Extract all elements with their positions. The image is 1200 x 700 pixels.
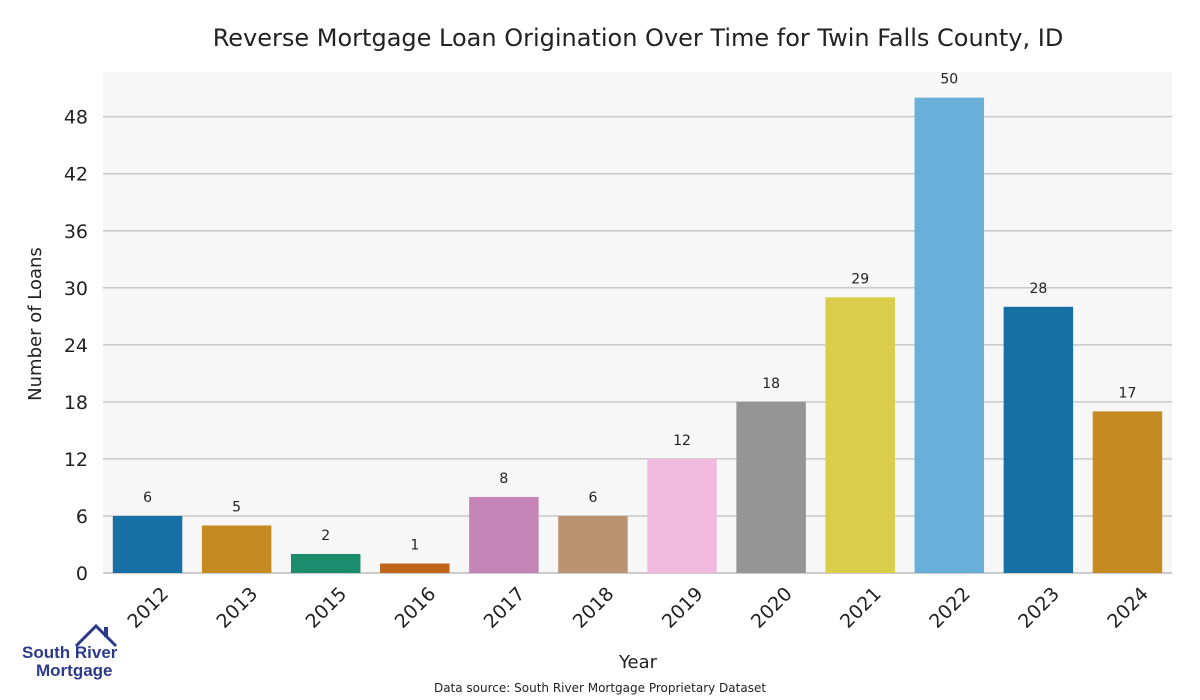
y-tick-label: 36 (64, 221, 88, 243)
bar-2017 (469, 496, 539, 573)
y-tick-label: 30 (64, 278, 88, 300)
y-tick-label: 0 (76, 563, 88, 585)
bar-2015 (290, 553, 361, 573)
value-label: 28 (1029, 281, 1047, 297)
value-label: 12 (673, 433, 691, 449)
value-label: 18 (762, 376, 780, 392)
y-tick-label: 48 (64, 107, 88, 129)
x-tick-label: 2015 (301, 583, 351, 633)
logo-text-line1: South River (22, 643, 118, 662)
bar-2021 (825, 297, 895, 573)
x-tick-label: 2021 (836, 583, 886, 633)
y-tick-labels: 0 6 12 18 24 30 36 42 48 (64, 107, 88, 585)
company-logo: South River Mortgage (22, 622, 122, 682)
value-label: 6 (588, 490, 597, 506)
bar-2013 (201, 525, 272, 573)
y-axis-label: Number of Loans (25, 247, 46, 401)
bar-2012 (112, 515, 183, 573)
data-source-note: Data source: South River Mortgage Propri… (433, 681, 767, 695)
x-tick-label: 2019 (658, 583, 708, 633)
x-tick-label: 2016 (391, 583, 441, 633)
x-axis-label: Year (618, 652, 658, 673)
x-tick-label: 2023 (1014, 583, 1064, 633)
x-tick-label: 2013 (212, 583, 262, 633)
y-tick-label: 42 (64, 164, 88, 186)
x-tick-label: 2017 (480, 583, 530, 633)
y-tick-label: 12 (64, 449, 88, 471)
y-tick-label: 18 (64, 392, 88, 414)
bar-2016 (380, 563, 450, 573)
bar-2022 (914, 97, 985, 573)
logo-text-line2: Mortgage (36, 661, 113, 680)
value-label: 5 (232, 499, 241, 515)
chart-title: Reverse Mortgage Loan Origination Over T… (213, 24, 1064, 52)
value-label: 6 (143, 490, 152, 506)
bars (112, 97, 1163, 573)
bar-2019 (647, 458, 717, 573)
y-tick-label: 24 (64, 335, 88, 357)
plot-area (103, 72, 1172, 573)
value-label: 8 (499, 471, 508, 487)
bar-2018 (558, 515, 628, 573)
x-tick-labels: 2012 2013 2015 2016 2017 2018 2019 2020 2021 2022… (123, 583, 1153, 633)
bar-2023 (1003, 306, 1074, 573)
x-tick-label: 2020 (747, 583, 797, 633)
value-label: 50 (940, 72, 958, 88)
bar-2020 (736, 401, 806, 573)
value-label: 17 (1119, 385, 1137, 401)
gridlines (103, 115, 1172, 574)
x-tick-label: 2022 (925, 583, 975, 633)
x-tick-label: 2024 (1103, 583, 1153, 633)
bar-2024 (1092, 411, 1163, 573)
value-label: 29 (851, 271, 869, 287)
value-label: 1 (410, 537, 419, 553)
x-tick-label: 2018 (569, 583, 619, 633)
house-icon (74, 623, 118, 648)
y-tick-label: 6 (76, 506, 88, 528)
value-label: 2 (321, 528, 330, 544)
